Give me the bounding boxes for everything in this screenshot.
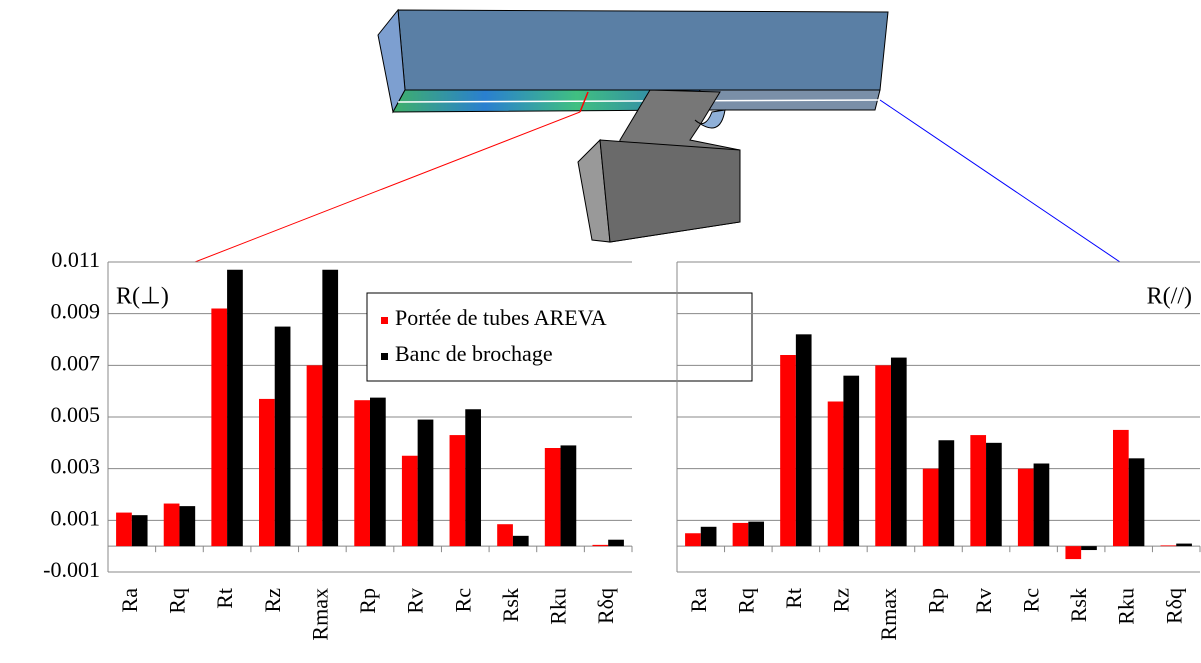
bar xyxy=(163,503,180,547)
bar xyxy=(417,419,434,547)
bar xyxy=(512,535,529,547)
illustration xyxy=(108,8,1200,263)
bar xyxy=(465,409,481,547)
x-tick-label: Rp xyxy=(355,588,380,614)
x-tick-label: Rsk xyxy=(498,588,523,622)
bar xyxy=(274,326,291,547)
bar xyxy=(1160,545,1177,547)
legend-swatch xyxy=(381,317,388,324)
bar xyxy=(827,401,844,547)
bar xyxy=(131,515,148,547)
x-tick-label: Rz xyxy=(260,588,285,613)
bar xyxy=(608,539,624,547)
bar xyxy=(843,375,860,547)
bar xyxy=(306,365,323,547)
bar xyxy=(685,533,701,547)
x-tick-label: Rsk xyxy=(1066,588,1091,622)
x-tick-label: Rv xyxy=(971,588,996,614)
bar xyxy=(211,308,228,547)
x-tick-label: Rv xyxy=(403,588,428,614)
x-tick-label: Rc xyxy=(1019,588,1044,613)
bar xyxy=(259,398,275,547)
bar xyxy=(401,455,418,547)
legend-box xyxy=(366,292,753,382)
bar xyxy=(1128,458,1145,547)
bar xyxy=(938,440,955,547)
x-tick-label: Rmax xyxy=(307,588,332,641)
bar xyxy=(748,521,765,547)
x-tick-label: Rq xyxy=(733,588,758,614)
bar xyxy=(322,269,339,547)
x-tick-label: Rq xyxy=(165,588,190,614)
bar xyxy=(560,445,577,547)
bar xyxy=(700,526,717,547)
bar xyxy=(1065,546,1082,560)
bar xyxy=(970,435,987,547)
x-tick-label: Rp xyxy=(924,588,949,614)
bar xyxy=(1081,546,1097,551)
x-tick-label: Rt xyxy=(781,588,806,609)
panel-label: R(⊥) xyxy=(116,284,169,310)
bar xyxy=(986,442,1002,547)
bar xyxy=(544,448,561,547)
bar xyxy=(116,512,132,547)
y-tick-label: 0.009 xyxy=(51,299,101,324)
x-tick-label: Rz xyxy=(828,588,853,613)
bar xyxy=(592,544,609,547)
bar xyxy=(449,435,466,547)
x-tick-label: Ra xyxy=(686,588,711,613)
bar xyxy=(875,365,891,547)
bar xyxy=(1112,429,1129,547)
x-tick-label: Rδq xyxy=(1161,588,1186,624)
legend-swatch xyxy=(381,353,388,360)
x-tick-label: Rδq xyxy=(593,588,618,624)
bar xyxy=(795,334,812,547)
bar xyxy=(497,524,513,547)
bar xyxy=(179,506,196,547)
bar xyxy=(890,357,907,547)
y-tick-label: 0.003 xyxy=(51,454,101,479)
x-tick-label: Rt xyxy=(212,588,237,609)
bar xyxy=(1176,543,1192,547)
x-tick-label: Rc xyxy=(450,588,475,613)
y-tick-label: 0.007 xyxy=(51,350,101,375)
bar xyxy=(1033,463,1050,547)
legend-label: Portée de tubes AREVA xyxy=(395,305,607,330)
x-tick-label: Rku xyxy=(1114,588,1139,625)
legend-label: Banc de brochage xyxy=(395,341,553,366)
y-tick-label: 0.005 xyxy=(51,402,101,427)
panel-label: R(//) xyxy=(1147,284,1192,310)
y-tick-label: 0.011 xyxy=(51,247,100,272)
bar xyxy=(922,468,939,547)
x-tick-label: Rku xyxy=(546,588,571,625)
bar xyxy=(354,400,370,547)
y-tick-label: 0.001 xyxy=(51,505,101,530)
x-tick-label: Rmax xyxy=(876,588,901,641)
bar xyxy=(227,269,243,547)
bar xyxy=(732,522,749,547)
bar xyxy=(370,397,386,547)
bar xyxy=(1017,468,1034,547)
bar xyxy=(780,355,796,547)
y-tick-label: -0.001 xyxy=(43,557,100,582)
x-tick-label: Ra xyxy=(117,588,142,613)
